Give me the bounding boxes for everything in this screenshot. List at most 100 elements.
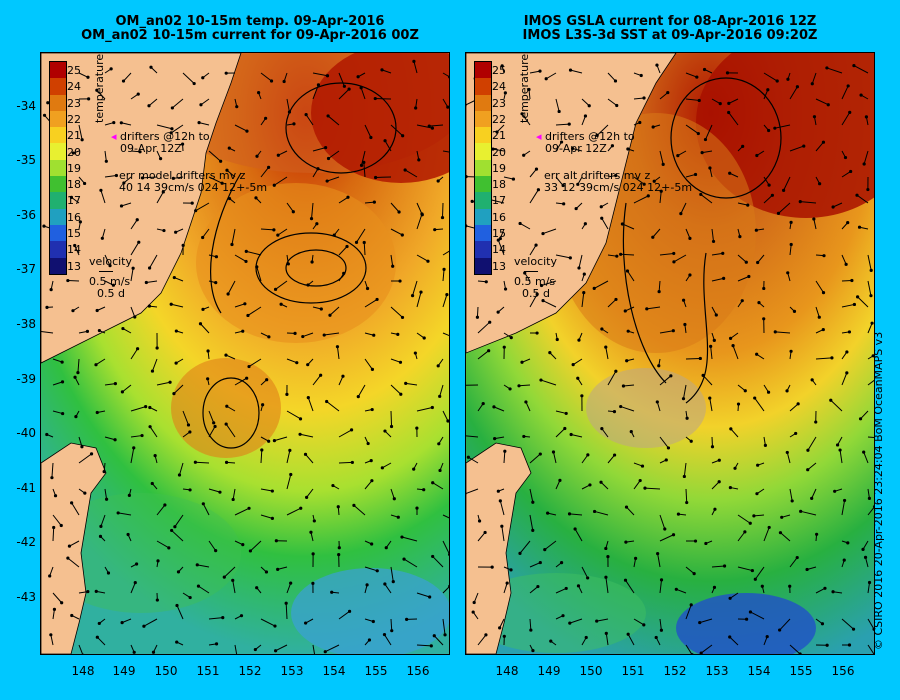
velocity-arrow	[620, 253, 635, 256]
velocity-arrow-head	[704, 541, 708, 546]
velocity-arrow	[786, 452, 791, 464]
velocity-arrow-head	[595, 619, 599, 623]
velocity-arrow	[100, 190, 106, 204]
velocity-arrow-head	[168, 380, 172, 384]
velocity-arrow	[356, 228, 366, 243]
velocity-arrow-head	[71, 151, 75, 155]
velocity-arrow-head	[126, 532, 130, 537]
velocity-arrow-head	[642, 182, 646, 186]
velocity-arrow	[856, 194, 869, 204]
velocity-arrow-head	[267, 335, 271, 339]
velocity-arrow	[841, 618, 854, 630]
velocity-arrow-head	[326, 114, 330, 118]
velocity-arrow-head	[383, 139, 387, 143]
velocity-arrow-head	[823, 586, 827, 590]
velocity-arrow-head	[243, 302, 247, 306]
velocity-arrow-head	[80, 138, 84, 142]
velocity-arrow-head	[475, 315, 480, 319]
velocity-arrow-head	[175, 603, 179, 608]
velocity-arrow-head	[872, 627, 874, 631]
velocity-arrow	[683, 384, 687, 399]
velocity-arrow-head	[708, 396, 712, 400]
velocity-arrow-head	[173, 525, 177, 529]
velocity-arrow	[659, 436, 669, 449]
velocity-arrow-head	[477, 519, 482, 523]
velocity-arrow-head	[109, 67, 113, 71]
velocity-arrow-head	[825, 643, 829, 647]
velocity-arrow	[468, 456, 479, 464]
velocity-arrow-head	[484, 633, 488, 637]
velocity-arrow-head	[756, 463, 760, 467]
velocity-arrow	[311, 202, 314, 219]
velocity-arrow	[286, 358, 297, 364]
velocity-arrow	[572, 147, 583, 152]
velocity-arrow	[807, 436, 817, 451]
velocity-arrow	[71, 502, 80, 516]
velocity-arrow	[774, 124, 791, 129]
velocity-arrow	[542, 300, 557, 308]
velocity-arrow	[571, 434, 583, 438]
right-map-sst	[466, 53, 874, 654]
velocity-arrow-head	[495, 130, 499, 134]
velocity-arrow-head	[610, 144, 615, 148]
velocity-arrow-head	[654, 635, 658, 640]
velocity-arrow-head	[674, 587, 678, 591]
velocity-arrow-head	[286, 262, 290, 266]
velocity-arrow-head	[563, 426, 567, 431]
velocity-arrow-head	[150, 481, 154, 486]
velocity-arrow-head	[102, 470, 106, 474]
velocity-arrow	[232, 488, 236, 500]
velocity-arrow-head	[226, 292, 230, 296]
velocity-arrow-head	[73, 243, 77, 248]
velocity-arrow	[390, 566, 394, 582]
velocity-arrow-head	[372, 200, 376, 204]
velocity-arrow-head	[149, 65, 153, 69]
velocity-arrow-head	[802, 144, 806, 148]
velocity-scale-arrow	[99, 271, 113, 272]
velocity-arrow-head	[747, 274, 751, 279]
velocity-arrow	[382, 462, 392, 469]
left-title-line-2: OM_an02 10-15m current for 09-Apr-2016 0…	[81, 28, 419, 43]
velocity-arrow	[841, 279, 852, 282]
velocity-arrow	[390, 254, 394, 267]
velocity-arrow-head	[66, 278, 70, 283]
colorbar-swatch	[475, 192, 491, 209]
velocity-arrow-head	[558, 478, 562, 482]
velocity-arrow-head	[820, 622, 825, 626]
velocity-arrow-head	[522, 153, 526, 157]
velocity-arrow	[815, 98, 829, 106]
velocity-arrow-head	[346, 195, 350, 199]
velocity-arrow	[620, 406, 635, 412]
velocity-arrow	[622, 223, 635, 230]
velocity-arrow-head	[193, 460, 197, 464]
velocity-arrow	[555, 176, 564, 186]
velocity-arrow-head	[659, 628, 663, 632]
velocity-arrow-head	[806, 468, 810, 472]
velocity-arrow-head	[417, 158, 421, 162]
x-tick: 155	[364, 664, 388, 678]
velocity-arrow-head	[94, 589, 98, 593]
colorbar-swatch	[50, 110, 66, 128]
velocity-arrow	[529, 293, 538, 308]
velocity-arrow-head	[87, 97, 91, 101]
velocity-arrow	[685, 98, 700, 101]
velocity-arrow	[811, 488, 817, 499]
velocity-arrow	[156, 124, 173, 130]
velocity-arrow-head	[293, 331, 297, 335]
velocity-arrow-head	[419, 290, 423, 294]
velocity-arrow-head	[663, 527, 667, 531]
colorbar-tick: 20	[492, 145, 506, 159]
velocity-arrow	[867, 322, 873, 334]
velocity-arrow	[737, 514, 751, 524]
velocity-arrow-head	[646, 194, 650, 198]
velocity-arrow-head	[535, 331, 539, 335]
velocity-arrow	[623, 384, 635, 387]
velocity-arrow-head	[230, 242, 234, 247]
velocity-arrow-head	[843, 155, 848, 160]
velocity-arrow-head	[428, 595, 432, 599]
velocity-arrow	[200, 323, 210, 334]
velocity-arrow-head	[188, 595, 192, 600]
velocity-arrow-head	[74, 415, 78, 419]
velocity-arrow-head	[114, 173, 119, 178]
velocity-arrow-head	[470, 199, 474, 203]
